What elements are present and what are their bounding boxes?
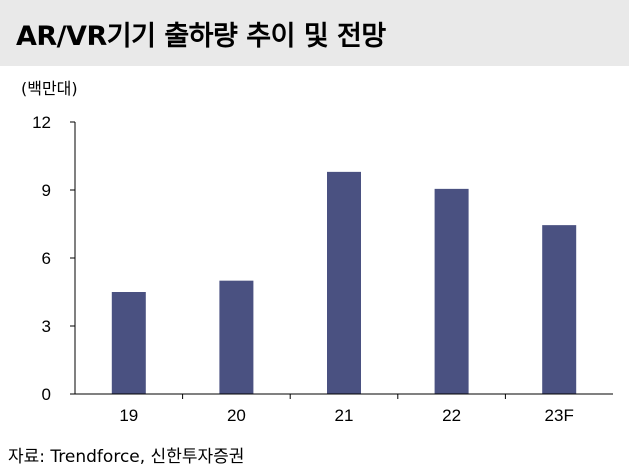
y-axis-ticks: 0 3 6 9 12 (32, 113, 75, 404)
header-bar: AR/VR기기 출하량 추이 및 전망 (0, 0, 629, 66)
y-tick-label: 9 (42, 181, 51, 200)
x-tick-label-23F: 23F (545, 406, 574, 425)
bars (111, 171, 577, 394)
bar-19 (111, 292, 146, 394)
y-axis-unit-label: (백만대) (21, 79, 78, 98)
bar-21 (327, 171, 361, 394)
source-note: 자료: Trendforce, 신한투자증권 (8, 447, 245, 467)
x-tick-label-21: 21 (335, 406, 354, 425)
bar-22 (434, 188, 469, 394)
y-tick-label: 12 (32, 113, 51, 132)
x-tick-label-20: 20 (227, 406, 246, 425)
bar-23F (542, 225, 577, 394)
y-tick-label: 0 (42, 385, 51, 404)
y-tick-label: 6 (42, 249, 51, 268)
y-tick-label: 3 (42, 317, 51, 336)
x-axis-ticks: 19 20 21 22 23F (119, 394, 574, 425)
bar-20 (219, 280, 254, 394)
x-tick-label-22: 22 (442, 406, 461, 425)
x-tick-label-19: 19 (119, 406, 138, 425)
chart-title: AR/VR기기 출하량 추이 및 전망 (16, 21, 386, 52)
